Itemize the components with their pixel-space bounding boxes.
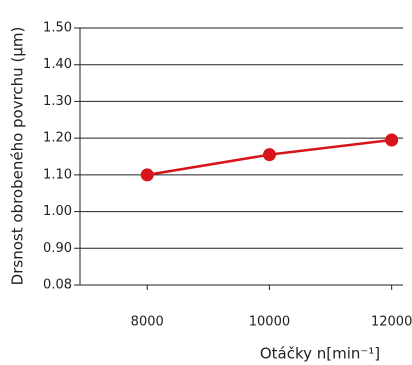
y-tick-label: 1.50 [43,21,72,36]
x-tick-label: 10000 [249,315,290,330]
x-tick-label: 8000 [131,315,164,330]
y-tick-label: 1.10 [43,167,72,182]
y-tick-label: 0.08 [43,278,72,293]
x-axis-label: Otáčky n[min⁻¹] [260,345,380,363]
y-tick-label: 1.20 [43,131,72,146]
point [140,168,154,182]
point [262,148,276,162]
y-tick-label: 1.40 [43,57,72,72]
point [385,133,399,147]
y-tick-label: 1.00 [43,204,72,219]
y-tick-label: 0.90 [43,241,72,256]
y-axis-label: Drsnost obrobeného povrchu (µm) [9,27,27,286]
x-tick-label: 12000 [371,315,412,330]
y-tick-label: 1.30 [43,94,72,109]
